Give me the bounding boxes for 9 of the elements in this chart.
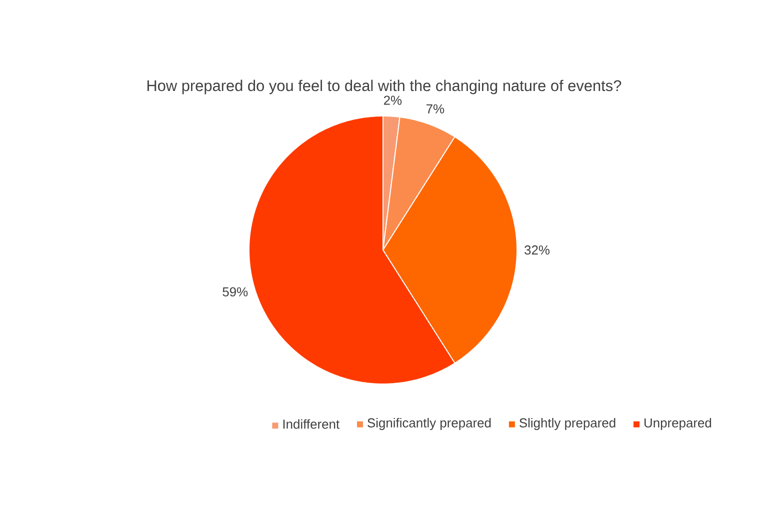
data-label: 7%	[426, 104, 444, 114]
legend-label: Indifferent	[283, 419, 340, 429]
legend-label: Slightly prepared	[520, 418, 616, 430]
chart-title: How prepared do you feel to deal with the changing nature of events?	[147, 80, 622, 94]
data-label: 59%	[222, 287, 248, 296]
legend-label: Significantly prepared	[368, 418, 491, 430]
legend-label: Unprepared	[644, 418, 712, 430]
data-label: 32%	[524, 245, 550, 255]
data-label: 2%	[384, 96, 402, 105]
